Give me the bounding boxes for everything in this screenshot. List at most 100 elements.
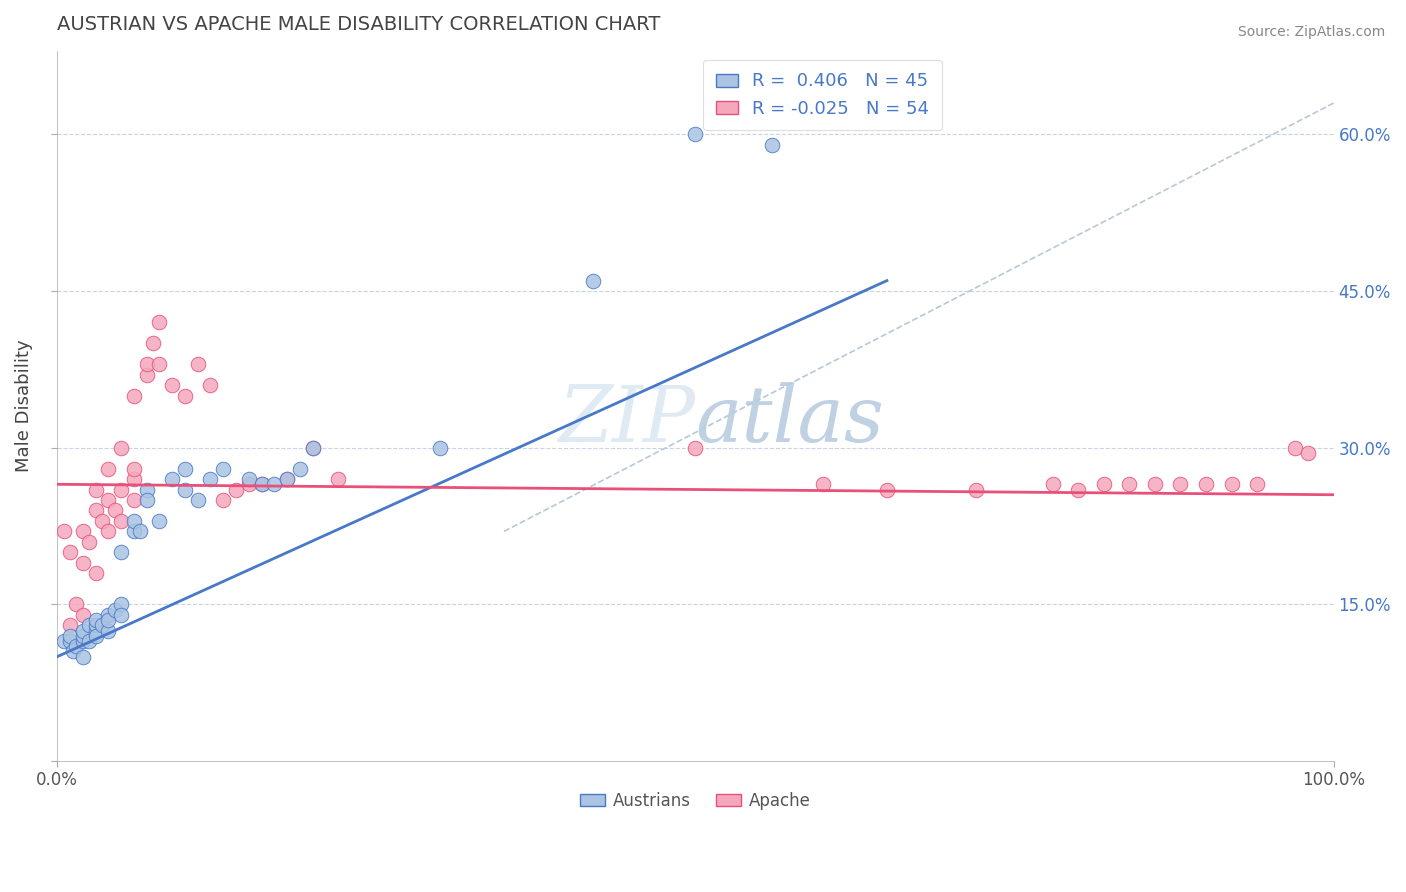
Point xyxy=(77,618,100,632)
Point xyxy=(84,624,107,638)
Point xyxy=(122,514,145,528)
Point xyxy=(84,503,107,517)
Point xyxy=(1143,477,1166,491)
Point xyxy=(91,514,114,528)
Legend: Austrians, Apache: Austrians, Apache xyxy=(574,785,818,817)
Point xyxy=(97,624,120,638)
Point xyxy=(72,524,94,539)
Point xyxy=(238,477,260,491)
Point xyxy=(97,613,120,627)
Point xyxy=(685,128,707,142)
Point xyxy=(77,634,100,648)
Point xyxy=(276,472,298,486)
Text: atlas: atlas xyxy=(696,382,884,458)
Point xyxy=(1092,477,1115,491)
Point xyxy=(429,441,451,455)
Point xyxy=(65,639,87,653)
Point xyxy=(110,483,132,497)
Point xyxy=(104,602,127,616)
Point xyxy=(876,483,898,497)
Point xyxy=(187,357,209,371)
Point xyxy=(250,477,273,491)
Point xyxy=(59,634,82,648)
Point xyxy=(761,137,783,152)
Point xyxy=(1220,477,1243,491)
Point xyxy=(200,378,222,392)
Point xyxy=(148,357,170,371)
Point xyxy=(72,624,94,638)
Point xyxy=(110,514,132,528)
Point xyxy=(250,477,273,491)
Y-axis label: Male Disability: Male Disability xyxy=(15,340,32,472)
Point xyxy=(59,629,82,643)
Point xyxy=(84,618,107,632)
Point xyxy=(326,472,349,486)
Point xyxy=(148,514,170,528)
Point xyxy=(65,598,87,612)
Point xyxy=(187,492,209,507)
Text: AUSTRIAN VS APACHE MALE DISABILITY CORRELATION CHART: AUSTRIAN VS APACHE MALE DISABILITY CORRE… xyxy=(58,15,661,34)
Point xyxy=(1296,446,1319,460)
Point xyxy=(200,472,222,486)
Point xyxy=(97,607,120,622)
Point xyxy=(84,629,107,643)
Point xyxy=(135,483,157,497)
Point xyxy=(52,524,75,539)
Text: Source: ZipAtlas.com: Source: ZipAtlas.com xyxy=(1237,25,1385,39)
Point xyxy=(72,634,94,648)
Point xyxy=(52,634,75,648)
Point xyxy=(72,629,94,643)
Point xyxy=(62,644,84,658)
Point xyxy=(225,483,247,497)
Point xyxy=(301,441,323,455)
Point xyxy=(174,388,197,402)
Point xyxy=(110,607,132,622)
Point xyxy=(1170,477,1192,491)
Point xyxy=(104,503,127,517)
Point xyxy=(174,483,197,497)
Point xyxy=(135,492,157,507)
Point xyxy=(288,461,311,475)
Point xyxy=(1042,477,1064,491)
Point xyxy=(174,461,197,475)
Point xyxy=(160,378,183,392)
Point xyxy=(110,441,132,455)
Point xyxy=(122,472,145,486)
Point xyxy=(59,545,82,559)
Point xyxy=(129,524,152,539)
Point xyxy=(965,483,987,497)
Point xyxy=(135,357,157,371)
Point xyxy=(84,483,107,497)
Point xyxy=(1067,483,1090,497)
Point xyxy=(238,472,260,486)
Point xyxy=(148,315,170,329)
Point xyxy=(582,274,605,288)
Point xyxy=(276,472,298,486)
Point xyxy=(84,566,107,580)
Point xyxy=(685,441,707,455)
Point xyxy=(160,472,183,486)
Point xyxy=(811,477,834,491)
Point xyxy=(72,556,94,570)
Point xyxy=(212,492,235,507)
Point xyxy=(122,461,145,475)
Point xyxy=(97,461,120,475)
Point xyxy=(135,368,157,382)
Point xyxy=(84,613,107,627)
Point xyxy=(97,524,120,539)
Point xyxy=(59,618,82,632)
Point xyxy=(97,492,120,507)
Point xyxy=(1246,477,1268,491)
Point xyxy=(1118,477,1140,491)
Point xyxy=(122,524,145,539)
Point xyxy=(263,477,285,491)
Point xyxy=(301,441,323,455)
Point xyxy=(91,618,114,632)
Point xyxy=(122,388,145,402)
Point xyxy=(1284,441,1306,455)
Point xyxy=(72,607,94,622)
Point xyxy=(142,336,165,351)
Point xyxy=(1195,477,1218,491)
Point xyxy=(77,534,100,549)
Point xyxy=(122,492,145,507)
